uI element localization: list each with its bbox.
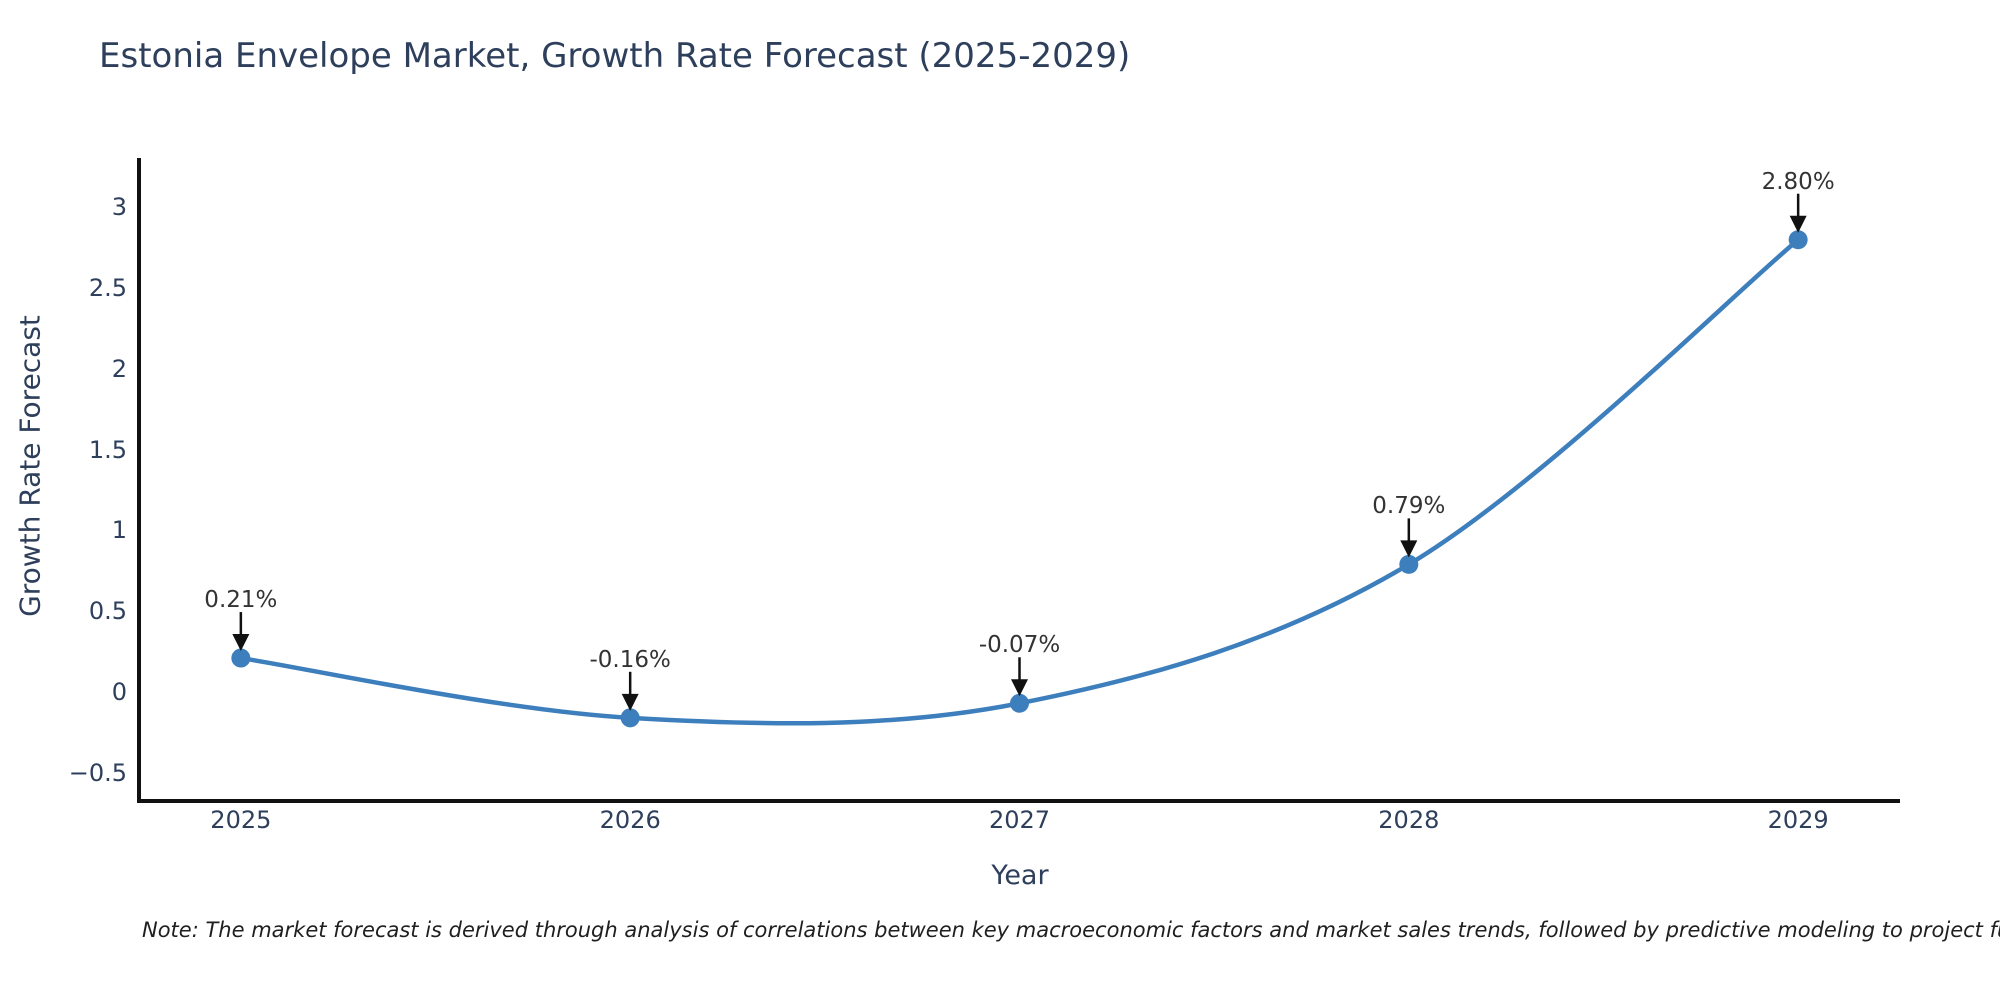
y-tick-label: 0 <box>111 677 127 706</box>
annotation-arrowhead <box>1789 215 1807 233</box>
y-tick-label: 2 <box>111 354 127 383</box>
annotation-label: 0.21% <box>204 587 278 614</box>
y-tick-label: 2.5 <box>88 274 127 303</box>
series-line <box>240 238 1800 726</box>
annotation-arrowhead <box>1011 679 1028 697</box>
annotation-label: 2.80% <box>1761 168 1835 195</box>
annotation-arrowhead <box>232 634 250 652</box>
x-tick-label: 2027 <box>988 806 1051 834</box>
chart-title: Estonia Envelope Market, Growth Rate For… <box>99 36 1131 76</box>
y-tick-label: 1 <box>111 516 127 545</box>
y-tick-label: 0.5 <box>88 597 127 626</box>
data-point-marker <box>1788 230 1808 250</box>
y-tick-label: −0.5 <box>68 758 127 787</box>
x-tick-label: 2028 <box>1378 806 1440 834</box>
data-point-marker <box>1399 554 1419 574</box>
annotation-label: 0.79% <box>1372 493 1446 520</box>
footnote: Note: The market forecast is derived thr… <box>142 918 2000 942</box>
annotation-arrowhead <box>621 693 639 711</box>
annotation-arrowhead <box>1400 540 1418 558</box>
data-point-marker <box>1010 693 1029 713</box>
x-axis-title: Year <box>991 860 1049 891</box>
data-point-marker <box>620 708 640 728</box>
x-tick-label: 2029 <box>1767 806 1829 834</box>
y-tick-label: 3 <box>111 193 127 222</box>
annotation-label: -0.07% <box>978 632 1061 659</box>
data-point-marker <box>231 648 251 668</box>
y-tick-label: 1.5 <box>88 435 127 464</box>
x-tick-label: 2026 <box>599 806 661 834</box>
annotation-label: -0.16% <box>589 646 671 673</box>
x-tick-label: 2025 <box>210 806 272 834</box>
